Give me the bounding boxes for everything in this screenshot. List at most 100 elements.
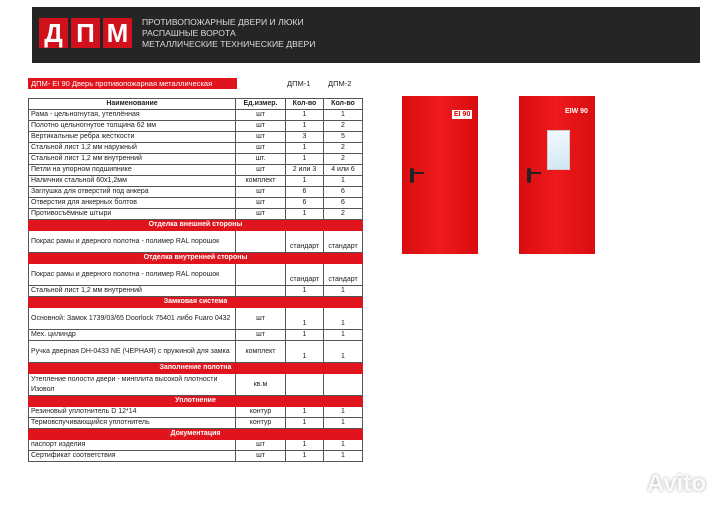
table-cell: шт xyxy=(235,208,286,220)
table-cell: шт xyxy=(235,120,286,132)
table-cell: 1 xyxy=(285,153,324,165)
table-cell: 1 xyxy=(285,175,324,187)
section-row: Уплотнение xyxy=(28,395,363,407)
avito-watermark: Avito xyxy=(646,470,706,497)
table-cell: шт xyxy=(235,109,286,121)
header-cell: Ед.измер. xyxy=(235,98,286,110)
door-lever xyxy=(529,172,541,174)
table-cell: Основной: Замок 1739/03/65 Doorlock 7540… xyxy=(28,307,236,330)
door-handle xyxy=(527,168,531,183)
table-cell: 1 xyxy=(323,307,363,330)
table-cell: комплект xyxy=(235,340,286,363)
table-cell: 1 xyxy=(323,329,363,341)
table-cell: Заглушка для отверстий под анкера xyxy=(28,186,236,198)
table-cell: Стальной лист 1,2 мм внутренний xyxy=(28,285,236,297)
table-cell: 1 xyxy=(285,450,324,462)
table-cell xyxy=(285,373,324,396)
model-label: ДПМ-2 xyxy=(328,79,352,88)
tagline: МЕТАЛЛИЧЕСКИЕ ТЕХНИЧЕСКИЕ ДВЕРИ xyxy=(142,39,316,49)
table-row: Термовспучивающийся уплотнитель контур 1 1 xyxy=(28,417,363,429)
table-cell: стандарт xyxy=(285,230,324,253)
section-title: Заполнение полотна xyxy=(28,362,363,374)
table-cell: Резиновый уплотнитель D 12*14 xyxy=(28,406,236,418)
table-cell: шт xyxy=(235,307,286,330)
table-cell: 6 xyxy=(285,197,324,209)
section-title: Замковая система xyxy=(28,296,363,308)
section-title: Уплотнение xyxy=(28,395,363,407)
table-cell: 2 или 3 xyxy=(285,164,324,176)
table-cell: 1 xyxy=(323,109,363,121)
table-cell: шт xyxy=(235,131,286,143)
table-row: Основной: Замок 1739/03/65 Doorlock 7540… xyxy=(28,307,363,330)
table-cell: 1 xyxy=(323,439,363,451)
table-cell xyxy=(235,230,286,253)
table-row: Покрас рамы и дверного полотна - полимер… xyxy=(28,230,363,253)
table-cell: шт xyxy=(235,439,286,451)
section-row: Замковая система xyxy=(28,296,363,308)
table-header: Наименование Ед.измер. Кол-во Кол-во xyxy=(28,98,363,110)
header-cell: Кол-во xyxy=(323,98,363,110)
table-cell: 5 xyxy=(323,131,363,143)
table-row: Полотно цельногнутое толщина 62 мм шт 1 2 xyxy=(28,120,363,132)
table-cell: контур xyxy=(235,406,286,418)
table-row: Противосъёмные штыри шт 1 2 xyxy=(28,208,363,220)
table-cell: 1 xyxy=(285,417,324,429)
table-row: Стальной лист 1,2 мм внутренний шт. 1 2 xyxy=(28,153,363,165)
table-cell: Вертикальные ребра жесткости xyxy=(28,131,236,143)
tagline: РАСПАШНЫЕ ВОРОТА xyxy=(142,28,236,38)
table-cell: Сертификат соответствия xyxy=(28,450,236,462)
table-cell: Отверстия для анкерных болтов xyxy=(28,197,236,209)
table-row: Сертификат соответствия шт 1 1 xyxy=(28,450,363,462)
section-row: Отделка внутренней стороны xyxy=(28,252,363,264)
table-cell: 6 xyxy=(285,186,324,198)
table-cell: шт xyxy=(235,164,286,176)
header-cell: Кол-во xyxy=(285,98,324,110)
table-cell: шт xyxy=(235,186,286,198)
tagline: ПРОТИВОПОЖАРНЫЕ ДВЕРИ И ЛЮКИ xyxy=(142,17,304,27)
table-cell: Стальной лист 1,2 мм внутренний xyxy=(28,153,236,165)
table-row: паспорт изделия шт 1 1 xyxy=(28,439,363,451)
door-sign: EIW 90 xyxy=(565,108,588,115)
table-cell: Наличник стальной 60х1,2мм xyxy=(28,175,236,187)
table-cell: 1 xyxy=(323,417,363,429)
table-row: Стальной лист 1,2 мм наружный шт 1 2 xyxy=(28,142,363,154)
table-row: Наличник стальной 60х1,2мм комплект 1 1 xyxy=(28,175,363,187)
model-label: ДПМ-1 xyxy=(287,79,311,88)
table-cell xyxy=(323,373,363,396)
table-row: Заглушка для отверстий под анкера шт 6 6 xyxy=(28,186,363,198)
table-row: Рама - цельногнутая, утеплённая шт 1 1 xyxy=(28,109,363,121)
table-cell: 1 xyxy=(285,109,324,121)
table-cell: Стальной лист 1,2 мм наружный xyxy=(28,142,236,154)
table-cell: 1 xyxy=(323,450,363,462)
table-cell xyxy=(235,263,286,286)
table-row: Вертикальные ребра жесткости шт 3 5 xyxy=(28,131,363,143)
table-row: Отверстия для анкерных болтов шт 6 6 xyxy=(28,197,363,209)
table-cell: 1 xyxy=(285,329,324,341)
table-cell: Петли на упорном подшипнике xyxy=(28,164,236,176)
table-cell: 6 xyxy=(323,197,363,209)
table-cell: кв.м xyxy=(235,373,286,396)
table-cell: Утепление полости двери - минплита высок… xyxy=(28,373,236,396)
section-title: Отделка внутренней стороны xyxy=(28,252,363,264)
table-cell: 4 или 6 xyxy=(323,164,363,176)
logo-letter: Д xyxy=(39,18,68,48)
table-cell: 2 xyxy=(323,153,363,165)
table-cell: Ручка дверная DH-0433 NE (ЧЕРНАЯ) с пруж… xyxy=(28,340,236,363)
table-cell: 1 xyxy=(323,285,363,297)
table-cell: 1 xyxy=(285,406,324,418)
table-cell: Противосъёмные штыри xyxy=(28,208,236,220)
table-cell: Покрас рамы и дверного полотна - полимер… xyxy=(28,263,236,286)
table-cell: 1 xyxy=(323,406,363,418)
table-cell: 1 xyxy=(285,208,324,220)
table-cell: стандарт xyxy=(323,263,363,286)
table-cell: 1 xyxy=(285,142,324,154)
table-cell: Покрас рамы и дверного полотна - полимер… xyxy=(28,230,236,253)
header-cell: Наименование xyxy=(28,98,236,110)
table-cell: стандарт xyxy=(323,230,363,253)
table-cell: паспорт изделия xyxy=(28,439,236,451)
table-cell: 6 xyxy=(323,186,363,198)
logo-letter: П xyxy=(71,18,100,48)
table-cell: шт xyxy=(235,142,286,154)
table-cell: 1 xyxy=(285,340,324,363)
table-cell: 1 xyxy=(285,307,324,330)
